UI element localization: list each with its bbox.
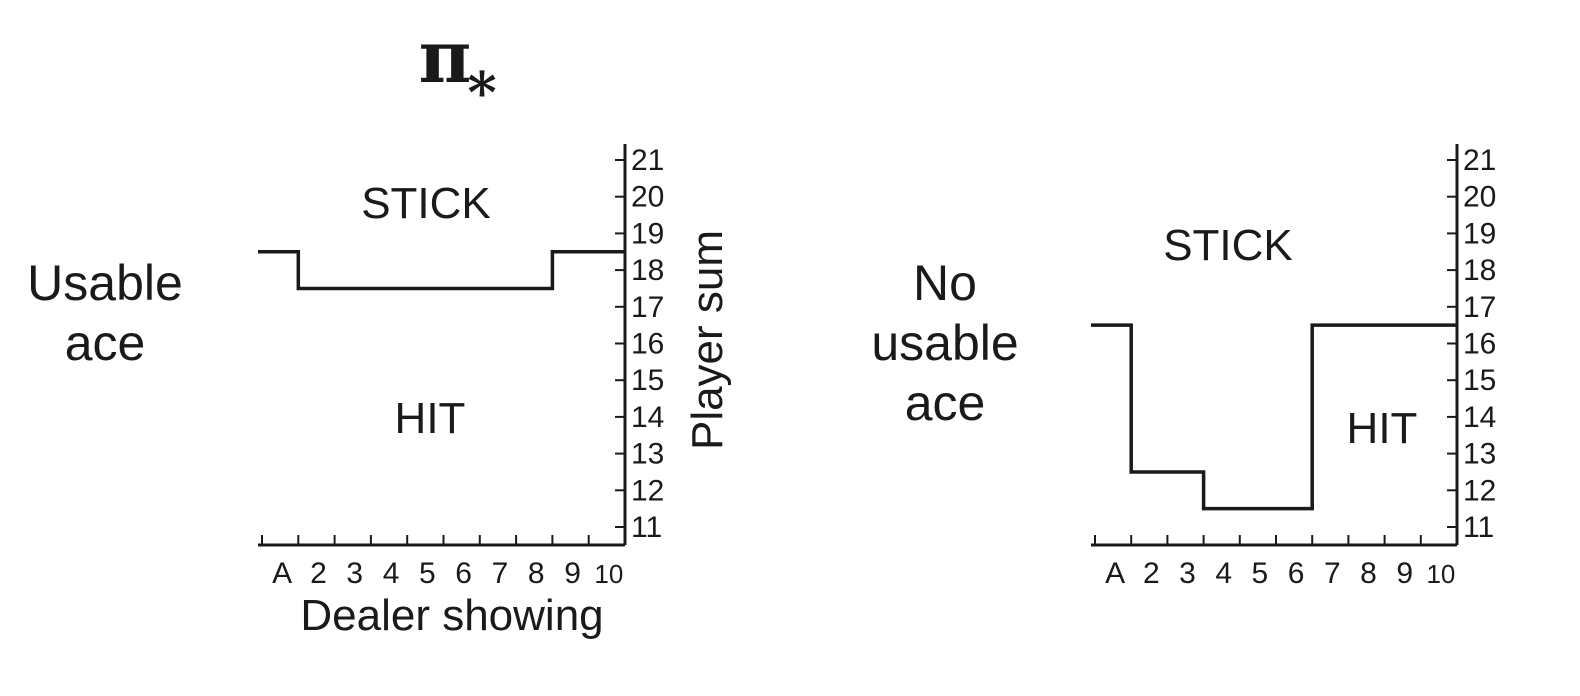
y-tick-label: 11 [631,511,662,544]
y-tick-label: 19 [1463,217,1496,250]
x-tick-label: 6 [455,557,472,590]
x-tick-label: 7 [1324,557,1341,590]
x-tick-label: 2 [310,557,327,590]
region-hit-label: HIT [395,394,466,443]
row-label-line: ace [65,315,146,371]
x-tick-label: 7 [492,557,509,590]
x-tick-label: 9 [564,557,581,590]
y-tick-label: 16 [631,328,664,361]
region-stick-label: STICK [1163,221,1293,270]
row-label-line: usable [871,315,1018,371]
y-tick-label: 14 [631,401,664,434]
policy-boundary-line [258,250,625,291]
y-tick-label: 11 [1463,511,1494,544]
y-tick-label: 15 [1463,364,1496,397]
x-tick-label: 5 [1252,557,1269,590]
x-tick-label: 5 [419,557,436,590]
x-tick-label: 8 [1360,557,1377,590]
x-tick-label: 4 [1215,557,1232,590]
y-tick-label: 20 [631,181,664,214]
y-tick-label: 19 [631,217,664,250]
y-tick-label: 18 [1463,254,1496,287]
panels: A 2 3 4 5 6 7 8 9 101112131415161718192021STICKHI… [27,144,1496,640]
row-label-line: No [913,255,977,311]
x-tick-label: 3 [346,557,363,590]
region-stick-label: STICK [361,179,491,228]
region-hit-label: HIT [1347,404,1418,453]
x-tick-label: 10 [1426,559,1455,589]
policy-boundary-line [1091,323,1457,511]
y-tick-label: 21 [631,144,664,177]
x-tick-label: 4 [383,557,400,590]
chart-title-subscript: * [467,60,496,126]
x-tick-label: 10 [594,559,623,589]
y-tick-label: 17 [631,291,664,324]
y-axis-title: Player sum [683,230,732,450]
y-tick-label: 14 [1463,401,1496,434]
x-tick-label: A [272,557,292,590]
row-label-line: Usable [27,255,183,311]
y-tick-label: 12 [1463,474,1496,507]
y-tick-label: 15 [631,364,664,397]
y-tick-label: 21 [1463,144,1496,177]
y-tick-label: 12 [631,474,664,507]
y-tick-label: 18 [631,254,664,287]
x-tick-label: 2 [1143,557,1160,590]
x-tick-label: 8 [528,557,545,590]
x-tick-label: 3 [1179,557,1196,590]
panel-1: A 2 3 4 5 6 7 8 9 101112131415161718192021STICKHI… [27,144,732,640]
y-tick-label: 20 [1463,181,1496,214]
x-tick-label: 6 [1288,557,1305,590]
y-tick-label: 13 [1463,438,1496,471]
x-tick-label: 9 [1396,557,1413,590]
y-tick-label: 13 [631,438,664,471]
x-tick-label: A [1105,557,1125,590]
x-axis-title: Dealer showing [300,591,603,640]
chart-title: π [419,14,472,99]
row-label-line: ace [905,375,986,431]
panel-2: A 2 3 4 5 6 7 8 9 101112131415161718192021STICKHI… [871,144,1496,590]
y-tick-label: 17 [1463,291,1496,324]
y-tick-label: 16 [1463,328,1496,361]
